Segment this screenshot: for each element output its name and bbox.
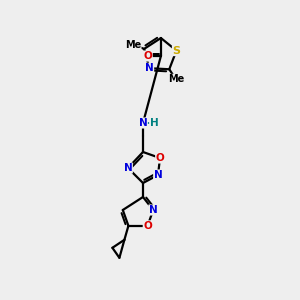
Text: O: O [156, 153, 164, 163]
Text: N: N [124, 163, 132, 173]
Text: N: N [154, 170, 162, 180]
Text: H: H [150, 118, 158, 128]
Text: Me: Me [125, 40, 141, 50]
Text: O: O [143, 51, 152, 61]
Text: N: N [149, 205, 158, 215]
Text: N: N [139, 118, 147, 128]
Text: Me: Me [168, 74, 184, 84]
Text: S: S [172, 46, 180, 56]
Text: N: N [145, 63, 154, 73]
Text: O: O [143, 221, 152, 231]
